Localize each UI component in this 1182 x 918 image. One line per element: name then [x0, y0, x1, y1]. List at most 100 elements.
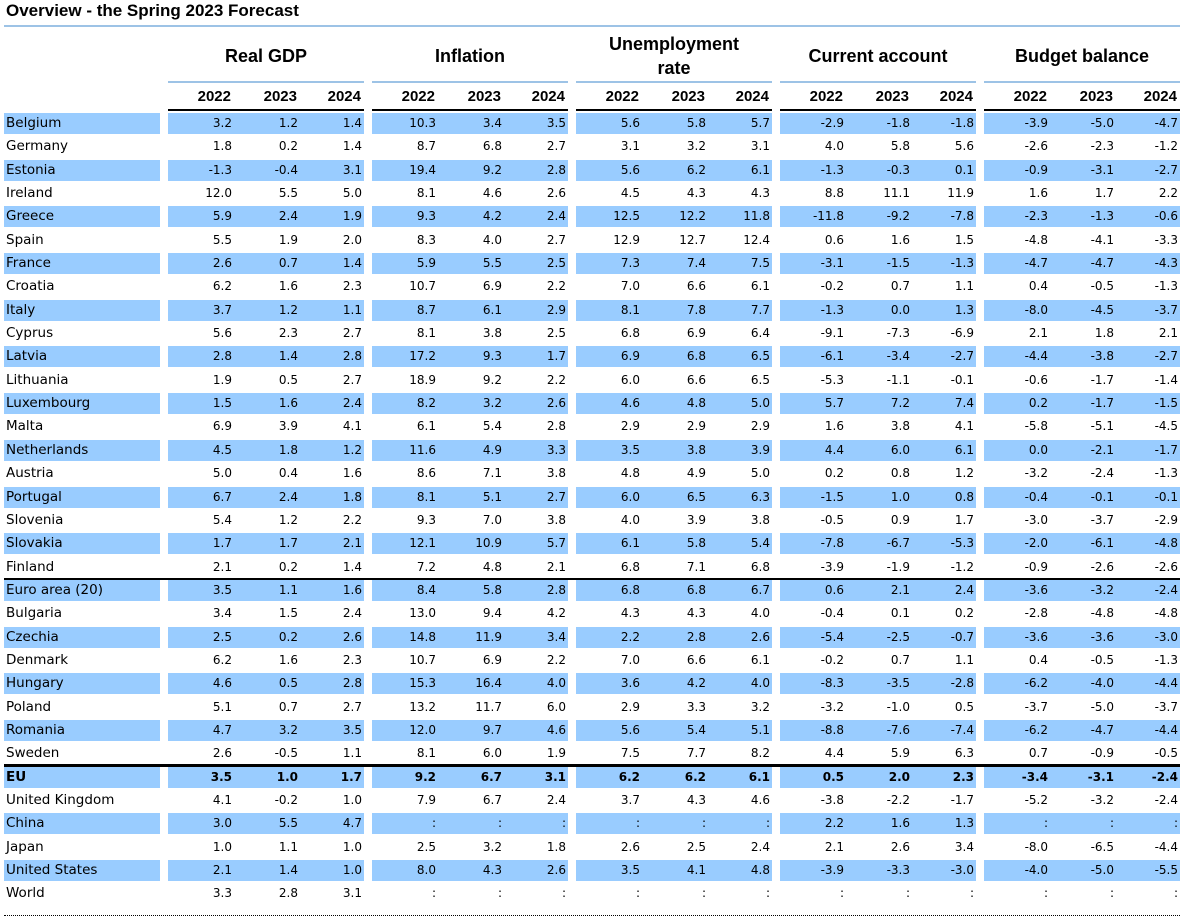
year-underline	[168, 109, 364, 111]
country-label: Ireland	[6, 185, 53, 202]
value-cell: 1.5	[168, 393, 234, 415]
value-cell: 6.9	[576, 346, 642, 368]
value-cell: 8.1	[416, 326, 436, 341]
value-cell: 0.2	[234, 626, 300, 648]
value-cell: 0.8	[912, 486, 976, 508]
value-cell: 3.9	[278, 419, 298, 434]
value-cell: 11.7	[475, 699, 502, 714]
value-cell: 2.6	[300, 626, 364, 648]
value-cell: 6.2	[576, 766, 642, 788]
value-cell: 2.9	[620, 419, 640, 434]
value-cell: 9.7	[438, 719, 504, 741]
value-cell: -2.7	[912, 346, 976, 368]
value-cell: -3.2	[1024, 466, 1048, 481]
table-row: Portugal 6.7 2.4 1.8 8.1 5.1 2.7 6.0 6.5 6.3 -1.5 1…	[0, 486, 1182, 509]
value-cell: -1.3	[780, 299, 846, 321]
value-cell: 11.8	[708, 206, 772, 228]
value-cell: :	[701, 886, 706, 901]
value-cell: -1.7	[1050, 393, 1116, 415]
value-cell: -9.1	[820, 326, 844, 341]
value-cell: -9.2	[846, 206, 912, 228]
value-cell: 0.4	[278, 466, 298, 481]
value-cell: :	[438, 813, 504, 835]
value-cell: 6.8	[620, 326, 640, 341]
value-cell: :	[642, 813, 708, 835]
value-cell: -7.4	[912, 719, 976, 741]
value-cell: -0.6	[1116, 206, 1180, 228]
value-cell: 0.8	[890, 466, 910, 481]
table-row: Italy 3.7 1.2 1.1 8.7 6.1 2.9 8.1 7.8 7.7 -1.3 0.0 1…	[0, 299, 1182, 322]
value-cell: 5.5	[212, 232, 232, 247]
value-cell: 7.7	[708, 299, 772, 321]
value-cell: 4.5	[168, 439, 234, 461]
value-cell: -6.5	[1090, 839, 1114, 854]
country-label: United Kingdom	[6, 791, 115, 808]
value-cell: 0.5	[278, 372, 298, 387]
value-cell: 2.2	[1158, 186, 1178, 201]
value-cell: 4.8	[642, 393, 708, 415]
table-row: Malta 6.9 3.9 4.1 6.1 5.4 2.8 2.9 2.9 2.9 1.6 3.8 4.…	[0, 415, 1182, 438]
value-cell: 8.4	[372, 579, 438, 601]
value-cell: -1.3	[912, 253, 976, 275]
value-cell: 6.0	[576, 486, 642, 508]
value-cell: -0.9	[1024, 559, 1048, 574]
value-cell: :	[984, 813, 1050, 835]
value-cell: 0.0	[846, 299, 912, 321]
value-cell: 2.9	[620, 699, 640, 714]
value-cell: 6.2	[212, 279, 232, 294]
value-cell: 2.7	[546, 232, 566, 247]
value-cell: 17.2	[372, 346, 438, 368]
country-label: Spain	[6, 231, 44, 248]
value-cell: 7.0	[620, 279, 640, 294]
country-label: Slovenia	[6, 511, 64, 528]
group-underline	[168, 81, 364, 83]
value-cell: -3.2	[820, 699, 844, 714]
value-cell: 6.5	[642, 486, 708, 508]
value-cell: 6.7	[708, 579, 772, 601]
group-header-real-gdp: Real GDP	[224, 46, 308, 66]
value-cell: 1.0	[212, 839, 232, 854]
value-cell: 0.5	[954, 699, 974, 714]
value-cell: -0.5	[274, 746, 298, 761]
value-cell: 4.6	[168, 673, 234, 695]
value-cell: 1.1	[954, 652, 974, 667]
value-cell: 5.6	[576, 113, 642, 134]
year-header: 2022	[605, 88, 639, 105]
value-cell: 2.9	[504, 299, 568, 321]
year-header: 2024	[531, 88, 565, 105]
table-row: Japan 1.0 1.1 1.0 2.5 3.2 1.8 2.6 2.5 2.4 2.1 2.6 3.…	[0, 836, 1182, 859]
value-cell: 11.1	[883, 186, 910, 201]
table-row: Austria 5.0 0.4 1.6 8.6 7.1 3.8 4.8 4.9 5.0 0.2 0.8…	[0, 462, 1182, 485]
value-cell: 1.5	[954, 232, 974, 247]
value-cell: 3.8	[482, 326, 502, 341]
table-row: Euro area (20) 3.5 1.1 1.6 8.4 5.8 2.8 6.8 6.8 6.…	[0, 577, 1182, 602]
value-cell: 2.6	[620, 839, 640, 854]
value-cell: 6.1	[708, 159, 772, 181]
value-cell: 2.8	[278, 886, 298, 901]
value-cell: 6.6	[686, 279, 706, 294]
value-cell: 6.2	[642, 159, 708, 181]
value-cell: -1.7	[950, 792, 974, 807]
value-cell: 4.0	[708, 673, 772, 695]
value-cell: -1.2	[950, 559, 974, 574]
value-cell: -3.0	[1116, 626, 1180, 648]
year-header: 2022	[401, 88, 435, 105]
value-cell: 8.7	[372, 299, 438, 321]
value-cell: 4.4	[824, 746, 844, 761]
value-cell: -3.1	[780, 253, 846, 275]
value-cell: 1.7	[954, 512, 974, 527]
value-cell: -11.8	[780, 206, 846, 228]
value-cell: 0.5	[780, 766, 846, 788]
table-row: Germany 1.8 0.2 1.4 8.7 6.8 2.7 3.1 3.2 3.1 4.0 5.8…	[0, 135, 1182, 158]
value-cell: 1.7	[300, 766, 364, 788]
value-cell: 2.2	[546, 372, 566, 387]
value-cell: 3.7	[620, 792, 640, 807]
country-label: Bulgaria	[6, 605, 62, 622]
value-cell: -8.8	[780, 719, 846, 741]
group-header-current-account: Current account	[808, 46, 948, 66]
value-cell: 3.2	[438, 393, 504, 415]
value-cell: 0.4	[1028, 652, 1048, 667]
value-cell: -5.8	[1024, 419, 1048, 434]
value-cell: 2.4	[546, 792, 566, 807]
value-cell: 2.7	[342, 372, 362, 387]
